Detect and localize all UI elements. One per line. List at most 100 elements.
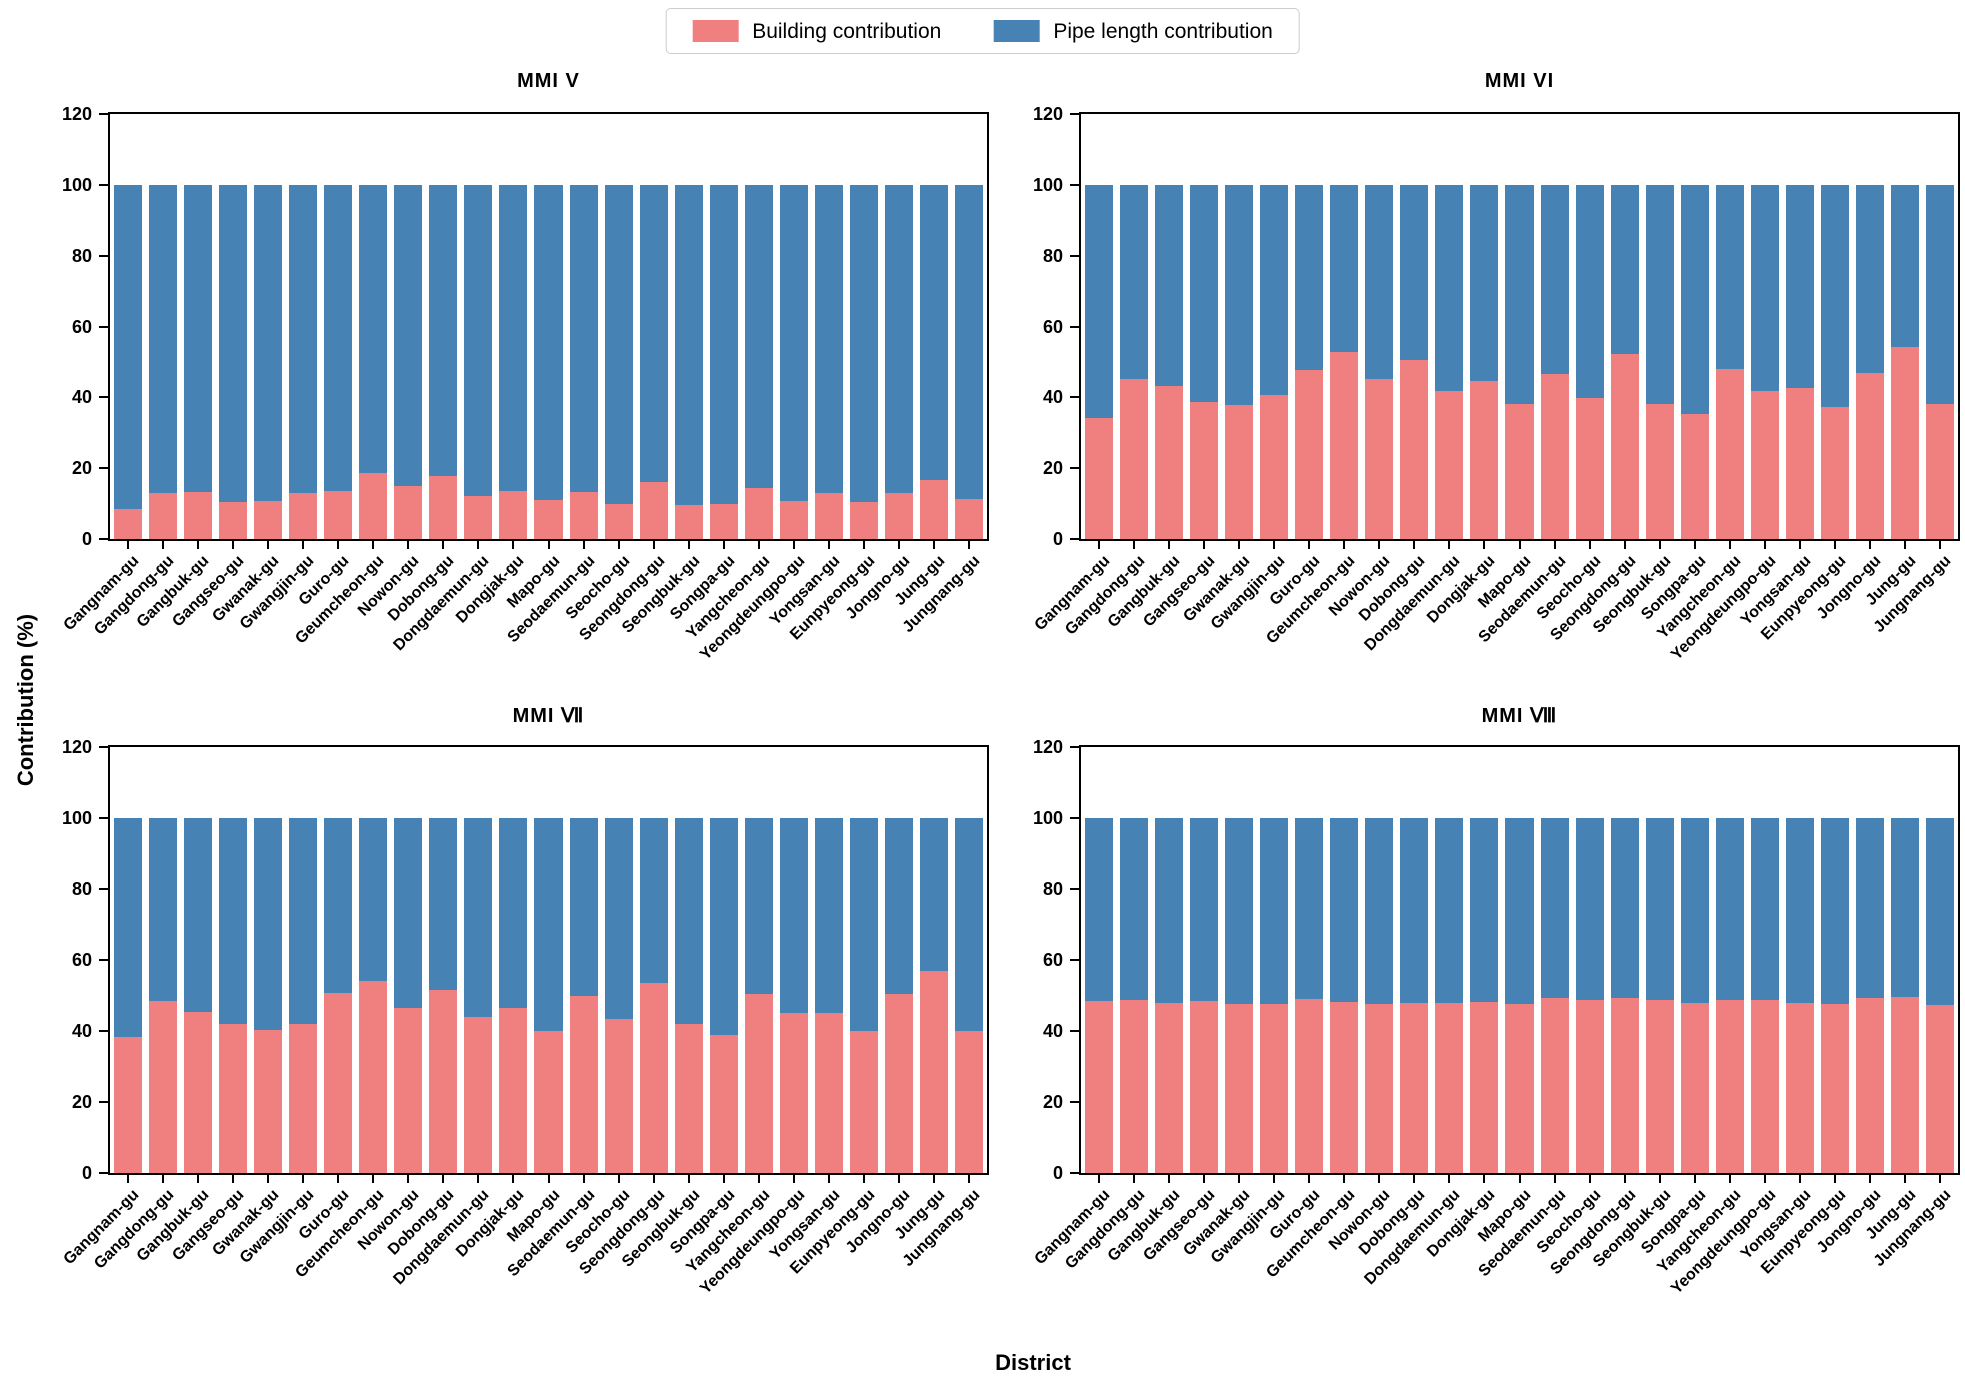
bar-building [1505,1003,1534,1173]
x-tick-mark [898,541,901,549]
bar-building [1189,401,1218,539]
bar-pipe [744,184,773,488]
bar-pipe [1645,818,1674,1001]
x-tick-mark [1097,1175,1100,1183]
x-tick-mark [1167,1175,1170,1183]
bar-pipe [920,184,949,480]
bar-pipe [218,184,247,502]
x-tick-mark [1553,1175,1556,1183]
y-tick-label: 60 [71,316,92,337]
bar-building [850,501,879,539]
bar-building [534,500,563,539]
x-tick-mark [1132,1175,1135,1183]
x-tick-mark [1272,1175,1275,1183]
bar-pipe [639,818,668,984]
x-tick-mark [1869,541,1872,549]
bar-pipe [534,818,563,1032]
x-tick-mark [1588,541,1591,549]
x-tick-mark [1167,541,1170,549]
y-tick-mark [1070,254,1079,257]
bar-pipe [569,818,598,996]
bar-pipe [1540,184,1569,374]
x-tick-mark [933,1175,936,1183]
bar-pipe [1926,818,1955,1005]
y-tick-label: 20 [1042,458,1063,479]
bar-building [1154,1002,1183,1173]
y-tick-mark [1070,888,1079,890]
x-tick-mark [196,1175,199,1183]
x-tick-mark [1658,1175,1661,1183]
bar-building [253,500,282,539]
bar-pipe [1540,818,1569,999]
bar-pipe [604,818,633,1019]
bar-pipe [744,818,773,994]
bar-building [1821,406,1850,539]
bar-building [1189,1000,1218,1173]
y-tick-mark [99,538,108,540]
bar-pipe [1400,184,1429,361]
y-tick-mark [1070,959,1079,961]
bar-building [1470,1001,1499,1173]
bar-pipe [1330,818,1359,1002]
x-tick-mark [1869,1175,1872,1183]
x-tick-mark [126,1175,129,1183]
y-tick-mark [1070,746,1079,748]
bar-building [1330,352,1359,539]
bar-building [920,479,949,539]
bar-pipe [1470,818,1499,1002]
x-tick-mark [652,1175,655,1183]
bar-pipe [113,184,142,510]
x-tick-mark [126,541,129,549]
subplot-mmi-5: MMI V Gangnam-gu Gangdong-gu Gangbuk-gu Gan… [60,70,989,664]
bar-building [1400,1002,1429,1173]
x-tick-mark [1799,1175,1802,1183]
bar-pipe [113,818,142,1038]
bar-pipe [674,184,703,505]
bar-building [218,501,247,539]
bar-building [1435,1002,1464,1173]
bar-building [639,983,668,1173]
x-tick-mark [1132,541,1135,549]
plot-area: Gangnam-gu Gangdong-gu Gangbuk-gu Gangseo-g… [1031,738,1960,1298]
y-tick-label: 0 [81,1163,92,1183]
bar-pipe [218,818,247,1025]
bar-building [1119,999,1148,1173]
bar-building [323,993,353,1173]
bar-building [183,1012,212,1173]
x-tick-mark [687,1175,690,1183]
bar-pipe [429,818,458,991]
y-tick-label: 120 [1032,104,1063,124]
y-tick-label: 100 [1032,174,1063,195]
x-tick-mark [161,1175,164,1183]
pipe-color-swatch [993,20,1040,42]
bar-building [1926,1004,1955,1173]
bar-building [1365,379,1394,539]
bar-pipe [815,818,844,1014]
bar-pipe [1891,184,1920,347]
bar-pipe [1751,818,1780,1000]
plot-area: Gangnam-gu Gangdong-gu Gangbuk-gu Gangseo-g… [1031,105,1960,664]
y-tick-mark [99,467,108,470]
bar-pipe [1856,818,1885,999]
bar-building [1856,998,1885,1173]
y-tick-label: 120 [1032,737,1063,757]
bar-building [1891,346,1920,539]
x-tick-mark [722,1175,725,1183]
bar-building [1470,381,1499,539]
x-tick-mark [477,541,480,549]
y-tick-label: 20 [71,1092,92,1112]
bar-pipe [253,184,282,501]
y-tick-mark [1070,1030,1079,1032]
x-tick-mark [617,1175,620,1183]
y-tick-mark [99,325,108,328]
bar-pipe [885,184,914,493]
subplot-mmi-6: MMI VI Gangnam-gu Gangdong-gu Gangbuk-gu Ga… [1031,70,1960,664]
bar-building [1645,1000,1674,1173]
bar-pipe [288,818,317,1025]
x-tick-mark [933,541,936,549]
bar-pipe [1365,184,1394,380]
bar-building [639,481,668,539]
bar-building [1294,370,1324,539]
bar-building [1224,1003,1253,1173]
y-tick-mark [99,746,108,748]
